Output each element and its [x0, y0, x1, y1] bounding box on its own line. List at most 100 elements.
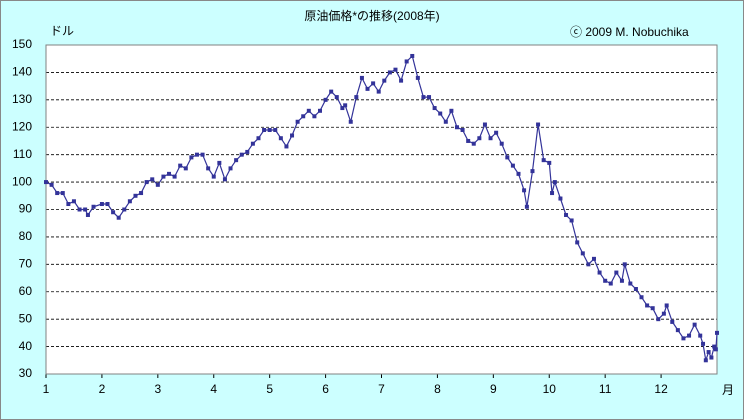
data-point [301, 114, 306, 119]
data-point [150, 177, 155, 182]
data-point [410, 53, 415, 58]
data-point [656, 317, 661, 322]
data-point [701, 341, 706, 346]
data-point [83, 207, 88, 212]
data-point [222, 177, 227, 182]
data-point [488, 136, 493, 141]
y-tick-label: 40 [19, 339, 33, 353]
plot-border [45, 44, 718, 375]
data-point [670, 319, 675, 324]
y-tick-label: 130 [12, 92, 32, 106]
data-point [569, 218, 574, 223]
data-point [144, 180, 149, 185]
data-point [530, 169, 535, 174]
data-point [44, 180, 48, 185]
data-point [664, 303, 669, 308]
data-point [619, 278, 624, 283]
data-point [415, 75, 420, 80]
data-point [194, 152, 199, 157]
data-point [234, 158, 239, 163]
data-point [628, 281, 633, 286]
data-point [133, 193, 138, 198]
data-point [692, 322, 697, 327]
data-point [256, 136, 261, 141]
data-point [661, 311, 666, 316]
data-point [494, 130, 499, 135]
y-tick-label: 80 [19, 229, 33, 243]
x-tick-label: 10 [543, 382, 557, 396]
data-point [622, 262, 627, 267]
data-point [499, 141, 504, 146]
y-tick-label: 90 [19, 202, 33, 216]
data-point [273, 127, 278, 132]
data-point [306, 108, 311, 113]
data-point [323, 97, 328, 102]
data-point [111, 210, 116, 215]
data-point [359, 75, 364, 80]
data-point [505, 155, 510, 160]
data-point [443, 119, 448, 124]
x-tick-label: 12 [654, 382, 668, 396]
x-tick-label: 2 [99, 382, 106, 396]
data-point [536, 122, 541, 127]
data-point [49, 182, 54, 187]
data-point [597, 270, 602, 275]
data-point [575, 240, 580, 245]
y-tick-label: 110 [13, 147, 32, 161]
y-tick-label: 120 [12, 119, 32, 133]
data-point [687, 333, 692, 338]
data-point [399, 78, 404, 83]
y-tick-label: 70 [19, 257, 33, 271]
data-point [516, 171, 521, 176]
x-tick-label: 9 [490, 382, 497, 396]
data-point [317, 108, 322, 113]
data-point [55, 191, 60, 196]
data-point [633, 287, 638, 292]
y-axis-label: ドル [50, 24, 74, 38]
y-tick-label: 30 [19, 366, 33, 380]
data-point [245, 149, 250, 154]
data-point [161, 174, 166, 179]
data-point [116, 215, 121, 220]
y-tick-label: 140 [12, 65, 32, 79]
chart-title: 原油価格*の推移(2008年) [304, 8, 439, 23]
y-tick-label: 50 [19, 311, 33, 325]
data-point [211, 174, 216, 179]
data-point [387, 70, 392, 75]
data-point [278, 136, 283, 141]
data-point [66, 202, 71, 207]
data-point [698, 333, 703, 338]
x-tick-label: 4 [210, 382, 217, 396]
data-point [262, 127, 267, 132]
data-point [541, 158, 546, 163]
data-point [614, 270, 619, 275]
data-point [217, 160, 222, 165]
data-point [77, 207, 82, 212]
data-point [105, 202, 110, 207]
data-point [393, 67, 398, 72]
data-point [334, 95, 339, 100]
data-point [284, 144, 289, 149]
data-point [354, 95, 359, 100]
data-point [482, 122, 487, 127]
data-point [524, 204, 529, 209]
data-point [552, 180, 557, 185]
data-point [522, 188, 527, 193]
data-point [312, 114, 317, 119]
data-point [706, 350, 711, 355]
data-point [586, 262, 591, 267]
data-point [127, 199, 132, 204]
data-point [139, 191, 144, 196]
data-point [239, 152, 244, 157]
data-point [122, 207, 127, 212]
data-point [228, 166, 233, 171]
annotation: ⓒ 2009 M. Nobuchika [570, 25, 689, 39]
data-point [547, 160, 552, 165]
data-point [709, 355, 714, 360]
data-point [603, 278, 608, 283]
data-point [365, 86, 370, 91]
data-point [675, 328, 680, 333]
data-point [343, 103, 348, 108]
